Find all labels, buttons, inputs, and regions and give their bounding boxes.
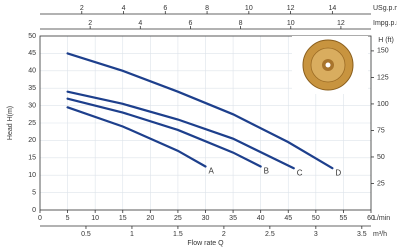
y2-tick-label: 100 — [377, 101, 389, 108]
y2-axis-title: H (ft) — [378, 37, 394, 44]
extra-axis-tick-label: 6 — [163, 5, 167, 12]
x-tick-label: 25 — [174, 215, 182, 222]
curve-label: B — [264, 167, 269, 176]
extra-axis-tick-label: 2 — [88, 20, 92, 27]
y-tick-label: 20 — [28, 137, 36, 144]
extra-axis-tick-label: 2 — [222, 231, 226, 238]
extra-axis-tick-label: 0.5 — [81, 231, 91, 238]
extra-axis-tick-label: 1.5 — [173, 231, 183, 238]
impeller-photo — [292, 36, 368, 94]
y-tick-label: 25 — [28, 120, 36, 127]
extra-axis-unit: Impg.p.m — [373, 20, 397, 27]
y2-tick-label: 75 — [377, 127, 385, 134]
y-tick-label: 30 — [28, 102, 36, 109]
extra-axis-tick-label: 2 — [80, 5, 84, 12]
curve-label: D — [335, 168, 341, 177]
extra-axis-tick-label: 3.5 — [357, 231, 367, 238]
extra-axis-tick-label: 3 — [314, 231, 318, 238]
extra-axis-tick-label: 12 — [287, 5, 295, 12]
y-tick-label: 5 — [32, 189, 36, 196]
chart: 0510152025303540455005101520253035404550… — [0, 0, 397, 249]
x-tick-label: 35 — [229, 215, 237, 222]
extra-axis-tick-label: 8 — [205, 5, 209, 12]
x-tick-label: 55 — [340, 215, 348, 222]
x-tick-label: 30 — [202, 215, 210, 222]
y2-tick-label: 50 — [377, 154, 385, 161]
x-tick-label: 45 — [284, 215, 292, 222]
x-tick-label: 5 — [66, 215, 70, 222]
x-tick-label: 0 — [38, 215, 42, 222]
extra-axis-unit: m³/h — [373, 231, 387, 238]
y-tick-label: 0 — [32, 207, 36, 214]
x-tick-label: 15 — [119, 215, 127, 222]
y-axis-title: Head H(m) — [7, 106, 14, 140]
extra-axis-tick-label: 1 — [130, 231, 134, 238]
x-axis-title: Flow rate Q — [187, 240, 224, 247]
extra-axis-tick-label: 6 — [189, 20, 193, 27]
y2-tick-label: 125 — [377, 74, 389, 81]
extra-axis-tick-label: 12 — [337, 20, 345, 27]
extra-axis-tick-label: 4 — [138, 20, 142, 27]
curve-label: C — [297, 168, 303, 177]
y-tick-label: 10 — [28, 172, 36, 179]
x-unit: L/min — [373, 215, 390, 222]
extra-axis-unit: USg.p.m — [373, 5, 397, 12]
x-tick-label: 40 — [257, 215, 265, 222]
y-tick-label: 15 — [28, 155, 36, 162]
extra-axis-tick-label: 2.5 — [265, 231, 275, 238]
y2-tick-label: 150 — [377, 48, 389, 55]
y-tick-label: 40 — [28, 68, 36, 75]
curve-label: A — [209, 167, 215, 176]
extra-axis-tick-label: 14 — [328, 5, 336, 12]
y-tick-label: 50 — [28, 33, 36, 40]
y2-tick-label: 25 — [377, 180, 385, 187]
y-tick-label: 45 — [28, 50, 36, 57]
x-tick-label: 50 — [312, 215, 320, 222]
y-tick-label: 35 — [28, 85, 36, 92]
extra-axis-tick-label: 8 — [239, 20, 243, 27]
x-tick-label: 20 — [146, 215, 154, 222]
extra-axis-tick-label: 4 — [122, 5, 126, 12]
extra-axis-tick-label: 10 — [245, 5, 253, 12]
x-tick-label: 10 — [91, 215, 99, 222]
extra-axis-tick-label: 10 — [287, 20, 295, 27]
